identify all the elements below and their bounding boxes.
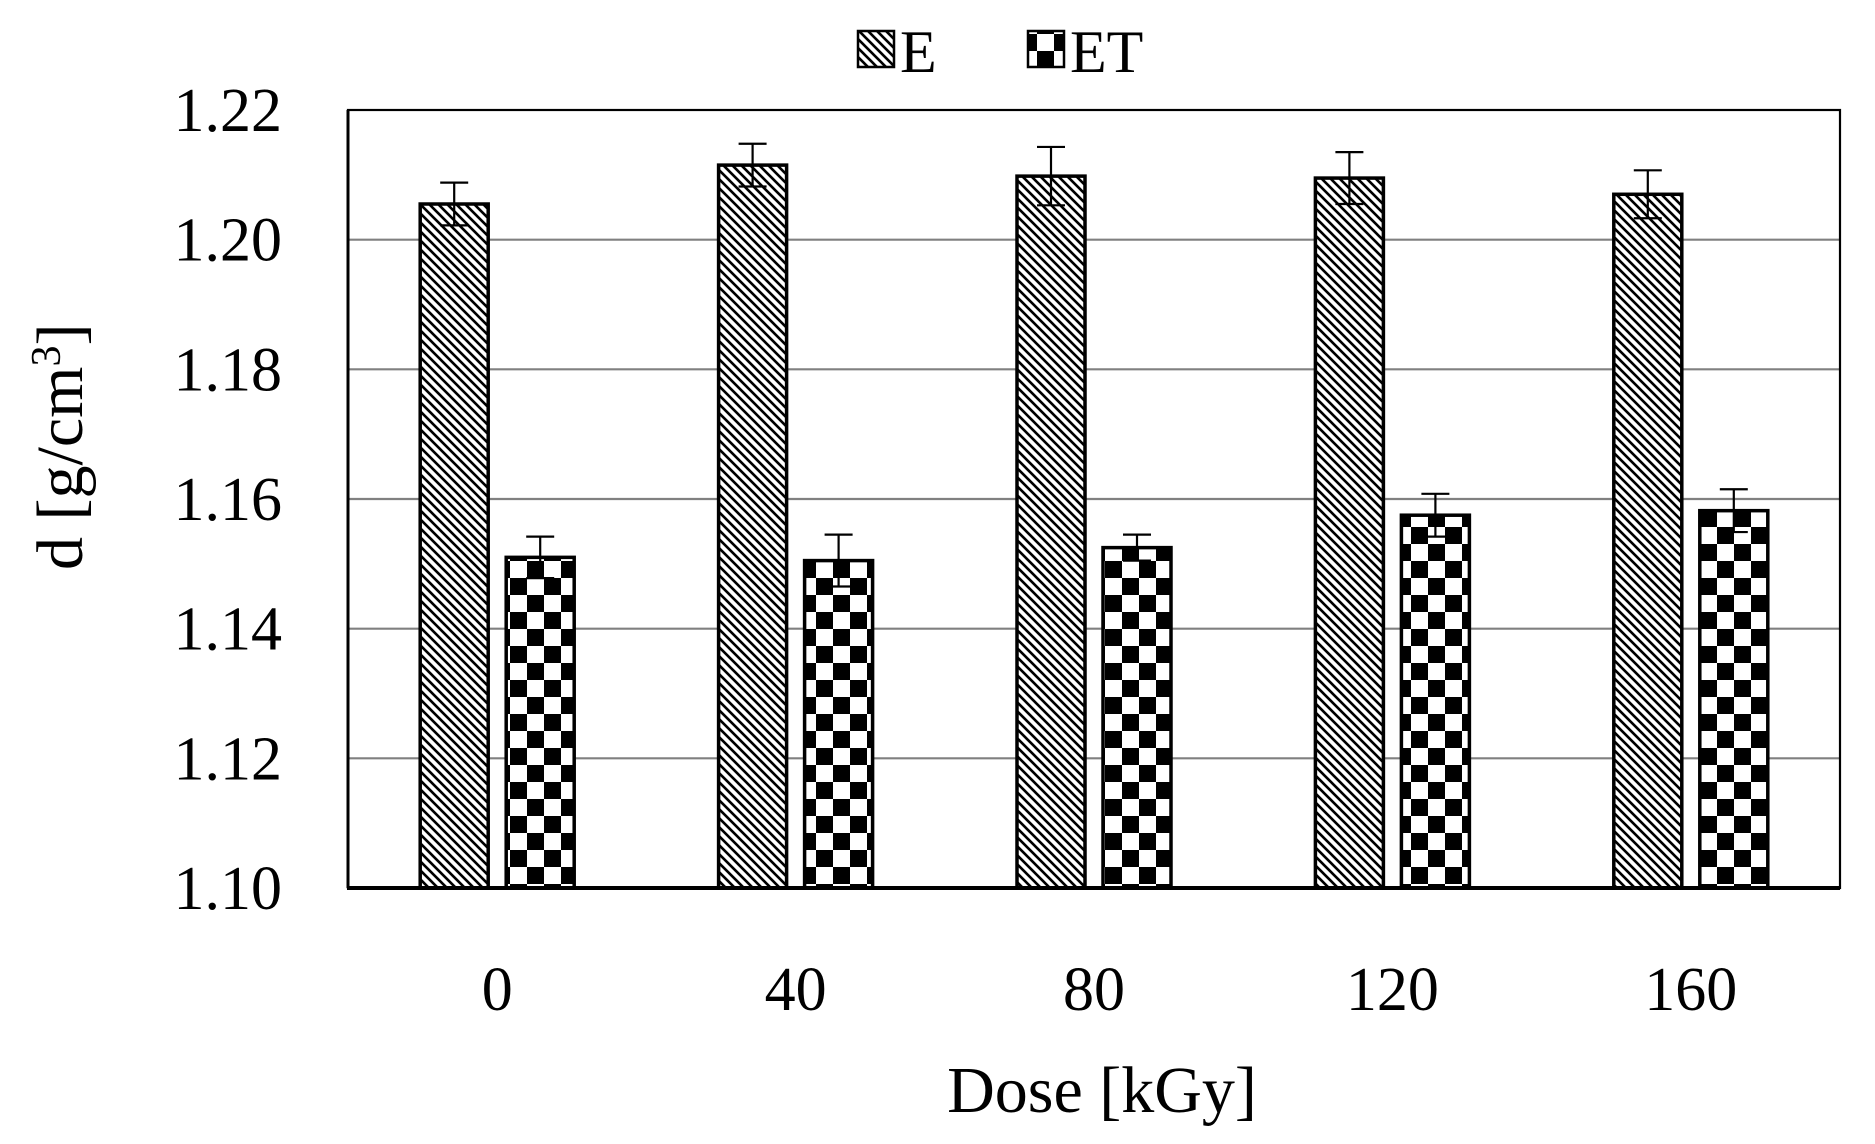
y-tick-label: 1.16 [174, 466, 283, 534]
legend-item-et: ET [1026, 19, 1143, 85]
legend-swatch-et [1026, 29, 1066, 69]
error-bar-et-40 [824, 533, 853, 588]
bar-e-120 [1313, 176, 1386, 890]
error-bar-e-0 [440, 181, 469, 227]
x-tick-labels: 0 40 80 120 160 [482, 956, 1738, 1024]
error-bar-e-40 [738, 142, 767, 188]
x-tick-label: 120 [1346, 956, 1439, 1024]
legend-swatch-e [856, 29, 896, 69]
bar-e-80 [1015, 174, 1087, 890]
x-tick-label: 80 [1063, 956, 1125, 1024]
legend: E ET [856, 19, 1143, 85]
bar-e-160 [1612, 192, 1684, 890]
legend-label-et: ET [1070, 19, 1143, 85]
error-bar-e-120 [1335, 151, 1364, 206]
bar-et-0 [504, 555, 576, 890]
x-tick-label: 160 [1644, 956, 1737, 1024]
error-bar-et-160 [1719, 488, 1748, 534]
error-bars [440, 142, 1748, 588]
y-tick-label: 1.12 [174, 725, 283, 793]
error-bar-et-80 [1123, 533, 1151, 562]
bar-e-40 [716, 163, 789, 890]
bar-et-120 [1399, 513, 1472, 890]
x-tick-label: 0 [482, 956, 513, 1024]
y-tick-label: 1.14 [174, 596, 283, 664]
bars [418, 163, 1770, 890]
legend-item-e: E [856, 19, 937, 85]
error-bar-e-160 [1633, 169, 1662, 220]
axes [346, 108, 1842, 890]
bar-et-80 [1101, 545, 1173, 890]
y-tick-label: 1.20 [174, 207, 283, 275]
bar-e-0 [418, 202, 490, 890]
x-axis-title: Dose [kGy] [947, 1054, 1257, 1127]
gridlines [348, 238, 1840, 760]
y-tick-label: 1.22 [174, 77, 283, 145]
error-bar-e-80 [1037, 145, 1065, 207]
bar-et-160 [1698, 508, 1770, 890]
y-tick-label: 1.18 [174, 336, 283, 404]
y-tick-labels: 1.10 1.12 1.14 1.16 1.18 1.20 1.22 [174, 77, 283, 923]
x-tick-label: 40 [765, 956, 827, 1024]
y-axis-title: d [g/cm3] [24, 324, 97, 570]
error-bar-et-120 [1421, 492, 1450, 538]
y-tick-label: 1.10 [174, 855, 283, 923]
bar-et-40 [802, 558, 875, 890]
error-bar-et-0 [526, 535, 555, 580]
legend-label-e: E [900, 19, 937, 85]
